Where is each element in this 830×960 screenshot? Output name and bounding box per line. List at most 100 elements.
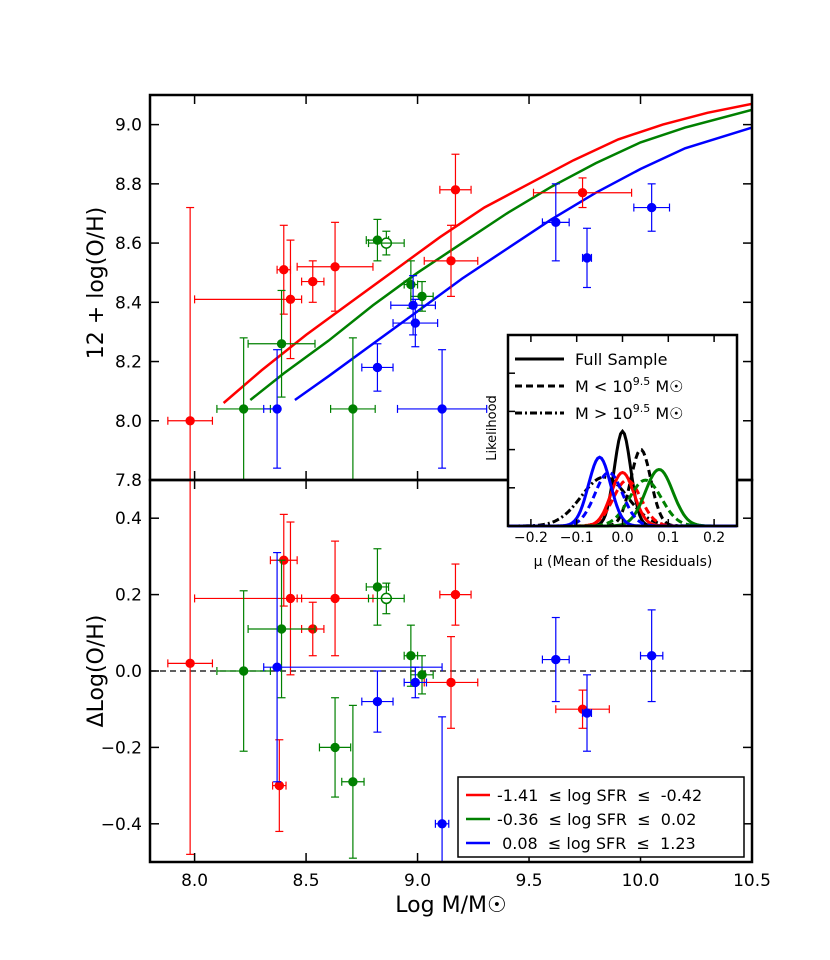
marker — [285, 593, 296, 604]
top-y-axis-label: 12 + log(O/H) — [84, 207, 109, 359]
marker — [410, 677, 421, 688]
data-point-red — [167, 480, 214, 855]
data-point-green — [330, 337, 376, 480]
y-tick-label: −0.4 — [101, 815, 142, 835]
marker — [330, 742, 340, 753]
data-point-red — [296, 540, 374, 657]
marker — [551, 217, 561, 228]
y-tick-label: 0.4 — [115, 509, 142, 529]
marker — [276, 624, 287, 634]
marker — [372, 696, 383, 707]
y-tick-label: 9.0 — [115, 116, 142, 136]
inset-legend-label: M < 109.5 M☉ — [575, 375, 683, 396]
data-point-green — [318, 697, 352, 798]
inset-legend-label: M > 109.5 M☉ — [575, 402, 683, 423]
legend-entry-red: -1.41 ≤ log SFR ≤ -0.42 — [466, 786, 702, 805]
x-axis-label: Log M/M☉ — [395, 893, 506, 918]
marker — [185, 416, 195, 426]
data-point-blue — [396, 349, 488, 469]
data-point-blue — [581, 674, 593, 752]
data-point-blue — [361, 670, 394, 733]
top-plot-area — [167, 102, 752, 480]
legend-entry-green: -0.36 ≤ log SFR ≤ 0.02 — [466, 810, 696, 829]
y-tick-label: −0.2 — [101, 738, 142, 758]
data-point-red — [423, 636, 479, 729]
y-tick-label: 8.0 — [115, 412, 142, 432]
marker — [238, 404, 249, 414]
marker — [276, 339, 287, 349]
marker — [348, 777, 358, 787]
data-point-green — [365, 218, 390, 262]
data-point-red — [193, 521, 303, 676]
inset-x-tick-label: 0.2 — [703, 530, 725, 546]
inset-legend-entry: M > 109.5 M☉ — [515, 402, 683, 423]
x-tick-label: 9.5 — [516, 871, 543, 891]
marker — [437, 404, 447, 414]
marker — [450, 185, 461, 195]
x-tick-label: 9.0 — [404, 871, 431, 891]
x-tick-label: 8.5 — [293, 871, 320, 891]
data-point-green — [367, 582, 405, 615]
data-point-blue — [361, 343, 394, 392]
y-tick-label: 7.8 — [115, 471, 142, 491]
data-point-green — [410, 655, 434, 695]
data-point-red — [439, 563, 472, 626]
y-tick-label: 0.2 — [115, 586, 142, 606]
legend-box — [457, 776, 745, 858]
marker — [330, 593, 340, 604]
marker — [285, 294, 296, 305]
data-point-red — [532, 177, 633, 209]
inset-legend-entry: M < 109.5 M☉ — [515, 375, 683, 396]
data-point-blue — [541, 183, 570, 262]
data-point-green — [216, 590, 271, 752]
marker — [410, 318, 421, 328]
legend-label: 0.08 ≤ log SFR ≤ 1.23 — [497, 834, 696, 853]
bottom-y-axis-label: ΔLog(O/H) — [84, 615, 109, 728]
y-tick-label: 8.4 — [115, 293, 142, 313]
legend-label: -0.36 ≤ log SFR ≤ 0.02 — [497, 810, 696, 829]
marker — [372, 362, 383, 373]
x-tick-label: 8.0 — [181, 871, 208, 891]
data-point-blue — [541, 616, 570, 703]
inset-panel: −0.2 −0.1 0.0 0.1 0.2 Full Sample M < 109.5 M☉… — [506, 333, 739, 546]
data-point-red — [193, 239, 303, 360]
marker — [406, 651, 416, 661]
data-point-red — [439, 153, 472, 226]
marker — [446, 256, 456, 266]
data-point-green — [367, 230, 405, 256]
y-tick-label: 8.2 — [115, 353, 142, 373]
inset-legend: Full Sample M < 109.5 M☉ M > 109.5 M☉ — [515, 350, 683, 423]
x-tick-label: 10.5 — [733, 871, 771, 891]
marker — [437, 819, 447, 829]
data-point-blue — [639, 609, 664, 703]
inset-x-tick-label: 0.1 — [657, 530, 679, 546]
legend-entry-blue: 0.08 ≤ log SFR ≤ 1.23 — [466, 834, 696, 853]
data-point-green — [341, 704, 365, 859]
data-point-green — [365, 548, 390, 626]
data-point-blue — [403, 666, 428, 699]
bottom-panel: −0.4 −0.2 0.0 0.2 0.4 8.0 8.5 9.0 9.5 10.0 10.5 -1.… — [101, 478, 771, 891]
marker — [551, 654, 561, 665]
y-tick-label: 8.8 — [115, 175, 142, 195]
data-point-green — [247, 289, 316, 398]
inset-x-tick-label: −0.2 — [514, 530, 548, 546]
data-point-blue — [434, 716, 450, 862]
inset-legend-label: Full Sample — [575, 350, 667, 369]
data-point-green — [247, 559, 316, 699]
data-point-blue — [581, 227, 593, 289]
data-point-red — [423, 224, 479, 297]
x-tick-label: 10.0 — [622, 871, 660, 891]
model-curve-red — [222, 102, 752, 404]
marker — [272, 662, 282, 672]
marker — [274, 780, 285, 791]
data-point-red — [272, 739, 287, 833]
legend: -1.41 ≤ log SFR ≤ -0.42 -0.36 ≤ log SFR ≤… — [457, 776, 745, 858]
inset-x-tick-label: 0.0 — [611, 530, 633, 546]
marker — [417, 670, 427, 680]
marker — [348, 404, 358, 414]
data-point-red — [296, 221, 374, 312]
data-point-blue — [263, 349, 282, 469]
data-point-blue — [392, 298, 439, 348]
marker — [272, 404, 282, 414]
